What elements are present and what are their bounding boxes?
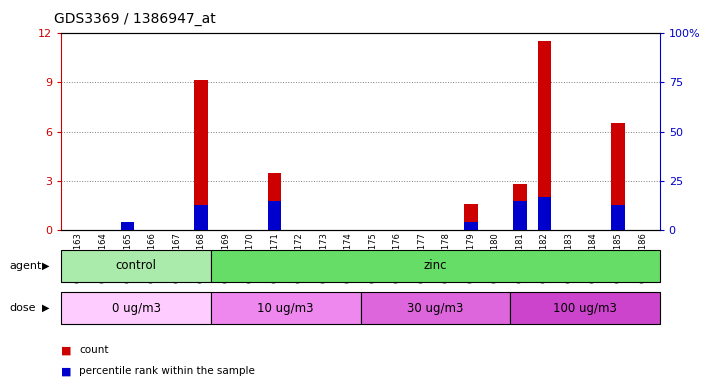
Bar <box>61 250 211 282</box>
Bar <box>120 222 134 230</box>
Bar <box>611 205 625 230</box>
Text: agent: agent <box>9 261 42 271</box>
Bar <box>513 201 526 230</box>
Bar <box>510 292 660 324</box>
Text: 10 ug/m3: 10 ug/m3 <box>257 302 314 314</box>
Text: 0 ug/m3: 0 ug/m3 <box>112 302 161 314</box>
Bar <box>195 80 208 230</box>
Bar <box>611 123 625 230</box>
Text: ▶: ▶ <box>42 303 49 313</box>
Bar <box>464 222 477 230</box>
Text: 30 ug/m3: 30 ug/m3 <box>407 302 464 314</box>
Bar <box>195 205 208 230</box>
Text: zinc: zinc <box>423 260 447 272</box>
Bar <box>120 225 134 230</box>
Bar <box>360 292 510 324</box>
Text: control: control <box>115 260 156 272</box>
Bar <box>538 41 551 230</box>
Bar <box>268 173 281 230</box>
Text: count: count <box>79 345 109 355</box>
Text: dose: dose <box>9 303 36 313</box>
Bar <box>513 184 526 230</box>
Text: percentile rank within the sample: percentile rank within the sample <box>79 366 255 376</box>
Bar <box>538 197 551 230</box>
Bar <box>464 204 477 230</box>
Bar <box>211 292 360 324</box>
Text: 100 ug/m3: 100 ug/m3 <box>553 302 617 314</box>
Bar <box>211 250 660 282</box>
Bar <box>61 292 211 324</box>
Text: ■: ■ <box>61 366 72 376</box>
Text: ■: ■ <box>61 345 72 355</box>
Text: ▶: ▶ <box>42 261 49 271</box>
Bar <box>268 201 281 230</box>
Text: GDS3369 / 1386947_at: GDS3369 / 1386947_at <box>54 12 216 25</box>
